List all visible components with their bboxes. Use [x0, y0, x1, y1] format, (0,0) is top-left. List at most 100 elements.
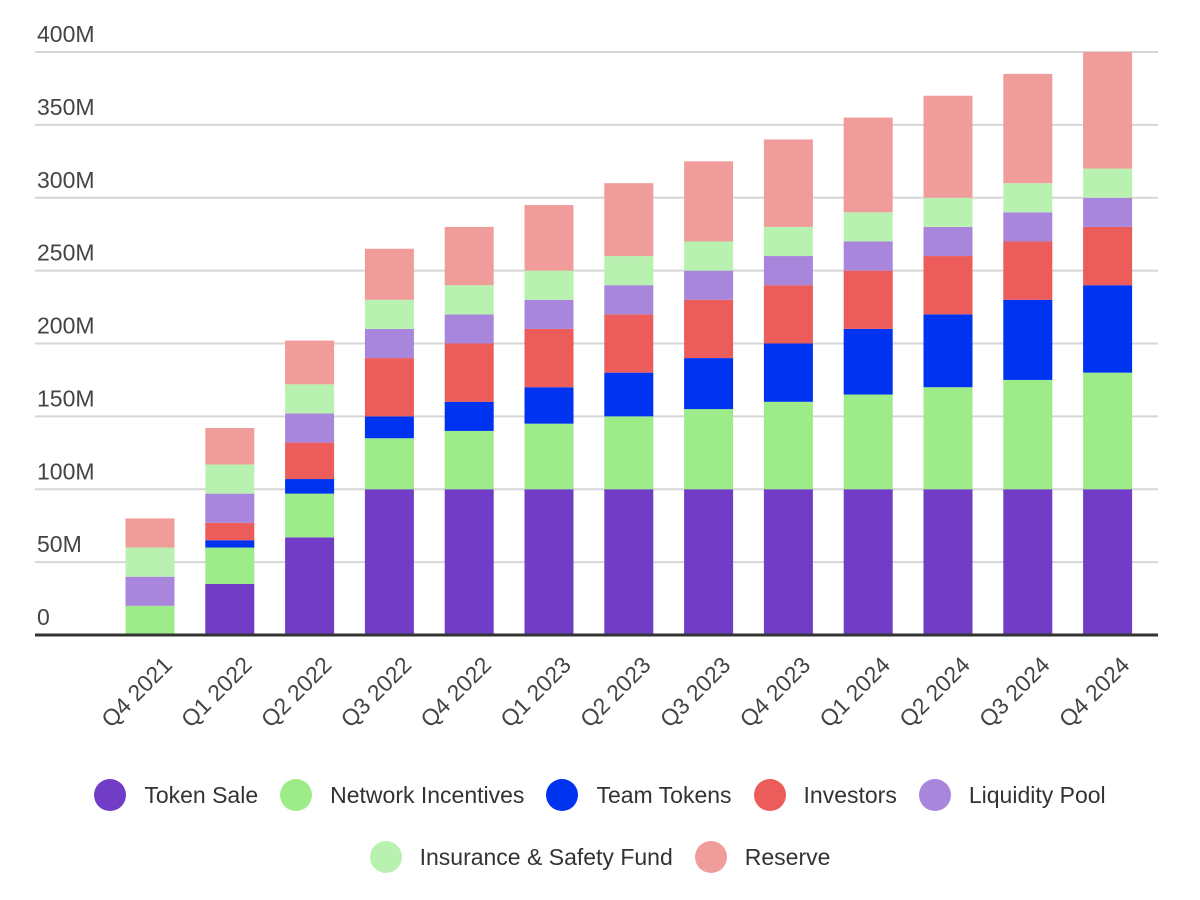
- bar-segment-insurance-safety-fund: [1083, 168, 1133, 198]
- legend-item[interactable]: Investors: [753, 779, 897, 811]
- bar-segment-network-incentives: [1003, 379, 1053, 490]
- legend-item[interactable]: Liquidity Pool: [918, 779, 1106, 811]
- legend-row-2: Insurance & Safety Fund Reserve: [0, 841, 1200, 873]
- bar-segment-reserve: [444, 226, 494, 286]
- legend-item[interactable]: Reserve: [694, 841, 831, 873]
- legend-label: Insurance & Safety Fund: [419, 843, 673, 870]
- bar-segment-reserve: [524, 205, 574, 271]
- bar-segment-token-sale: [364, 489, 414, 635]
- bar-segment-liquidity-pool: [604, 285, 654, 315]
- bar-segment-token-sale: [843, 489, 893, 635]
- legend-item[interactable]: Token Sale: [94, 779, 258, 811]
- bar-segment-token-sale: [684, 489, 734, 635]
- bar-segment-network-incentives: [125, 605, 175, 635]
- bar-segment-insurance-safety-fund: [843, 212, 893, 242]
- bar-segment-token-sale: [604, 489, 654, 635]
- bar-segment-liquidity-pool: [843, 241, 893, 271]
- bar-segment-team-tokens: [205, 540, 255, 548]
- bar-segment-liquidity-pool: [763, 256, 813, 286]
- bar-segment-token-sale: [923, 489, 973, 635]
- y-tick-label: 50M: [37, 531, 82, 557]
- bar-segment-investors: [364, 358, 414, 417]
- bar-segment-liquidity-pool: [364, 328, 414, 359]
- legend-item[interactable]: Network Incentives: [280, 779, 524, 811]
- bar-segment-liquidity-pool: [684, 270, 734, 300]
- bar-segment-network-incentives: [684, 409, 734, 490]
- bar-segment-reserve: [763, 139, 813, 227]
- x-tick-label: Q3 2022: [336, 652, 417, 733]
- bar-segment-investors: [285, 442, 335, 480]
- bar-segment-insurance-safety-fund: [763, 226, 813, 257]
- bar-segment-liquidity-pool: [205, 493, 255, 523]
- legend-swatch-icon: [694, 841, 727, 873]
- y-tick-label: 150M: [37, 385, 95, 411]
- y-tick-label: 100M: [37, 458, 95, 484]
- bar-segment-team-tokens: [843, 328, 893, 395]
- x-tick-label: Q1 2022: [176, 652, 257, 733]
- x-tick-label: Q1 2023: [495, 652, 576, 733]
- bar-segment-reserve: [1003, 73, 1053, 184]
- bar-segment-network-incentives: [923, 387, 973, 490]
- bar-segment-liquidity-pool: [125, 576, 175, 606]
- bar-segment-reserve: [923, 95, 973, 198]
- bar-segment-investors: [1083, 226, 1133, 286]
- bar-segment-token-sale: [763, 489, 813, 635]
- x-tick-label: Q4 2021: [96, 652, 177, 733]
- bar-segment-network-incentives: [285, 493, 335, 538]
- bar-segment-investors: [1003, 241, 1053, 300]
- bar-segment-insurance-safety-fund: [923, 197, 973, 227]
- bar-segment-team-tokens: [1083, 285, 1133, 373]
- bar-segment-reserve: [1083, 52, 1133, 169]
- bar-segment-team-tokens: [763, 343, 813, 402]
- x-tick-label: Q3 2023: [655, 652, 736, 733]
- x-tick-label: Q4 2022: [415, 652, 496, 733]
- bar-segment-reserve: [205, 428, 255, 465]
- bar-segment-liquidity-pool: [923, 226, 973, 257]
- bar-segment-liquidity-pool: [524, 299, 574, 329]
- bar-segment-team-tokens: [364, 416, 414, 439]
- bar-segment-reserve: [364, 248, 414, 300]
- stacked-bar-chart: 0 50M 100M 150M 200M 250M 300M 350M 400M Q4 2021…: [35, 21, 1158, 732]
- bar-segment-network-incentives: [364, 438, 414, 490]
- bar-segment-insurance-safety-fund: [285, 384, 335, 414]
- legend-item[interactable]: Team Tokens: [546, 779, 732, 811]
- bar-segment-token-sale: [1003, 489, 1053, 635]
- bar-segment-investors: [684, 299, 734, 359]
- x-tick-label: Q2 2024: [894, 651, 975, 732]
- bar-segment-network-incentives: [763, 401, 813, 490]
- legend-label: Liquidity Pool: [968, 781, 1106, 808]
- bar-segment-insurance-safety-fund: [524, 270, 574, 300]
- bar-segment-liquidity-pool: [1003, 212, 1053, 242]
- legend-item[interactable]: Insurance & Safety Fund: [369, 841, 673, 873]
- bar-segment-insurance-safety-fund: [604, 256, 654, 286]
- legend-label: Team Tokens: [596, 781, 732, 808]
- x-tick-label: Q2 2022: [256, 652, 337, 733]
- legend-swatch-icon: [369, 841, 402, 873]
- legend-row-1: Token Sale Network Incentives Team Tokens I…: [0, 779, 1200, 811]
- legend-swatch-icon: [546, 779, 579, 811]
- legend-label: Investors: [803, 781, 897, 808]
- legend-label: Network Incentives: [330, 781, 525, 808]
- bar-segment-investors: [205, 522, 255, 541]
- legend-label: Reserve: [744, 843, 831, 870]
- bar-segment-team-tokens: [285, 479, 335, 494]
- bar-segment-insurance-safety-fund: [444, 285, 494, 315]
- bar-segment-team-tokens: [1003, 299, 1053, 380]
- bar-segment-investors: [604, 314, 654, 373]
- bar-segment-insurance-safety-fund: [125, 547, 175, 577]
- legend-swatch-icon: [918, 779, 951, 811]
- bar-segment-network-incentives: [524, 423, 574, 490]
- y-tick-label: 400M: [37, 21, 95, 47]
- bar-segment-investors: [923, 256, 973, 315]
- bars: [125, 52, 1133, 635]
- x-axis-ticks: Q4 2021 Q1 2022 Q2 2022 Q3 2022 Q4 2022 Q1 20…: [96, 651, 1135, 732]
- bar-segment-team-tokens: [923, 314, 973, 388]
- bar-segment-team-tokens: [604, 372, 654, 417]
- bar-segment-insurance-safety-fund: [205, 464, 255, 494]
- legend-label: Token Sale: [144, 781, 259, 808]
- bar-segment-token-sale: [444, 489, 494, 635]
- bar-segment-network-incentives: [205, 547, 255, 584]
- bar-segment-liquidity-pool: [444, 314, 494, 344]
- bar-segment-token-sale: [524, 489, 574, 635]
- legend-swatch-icon: [753, 779, 786, 811]
